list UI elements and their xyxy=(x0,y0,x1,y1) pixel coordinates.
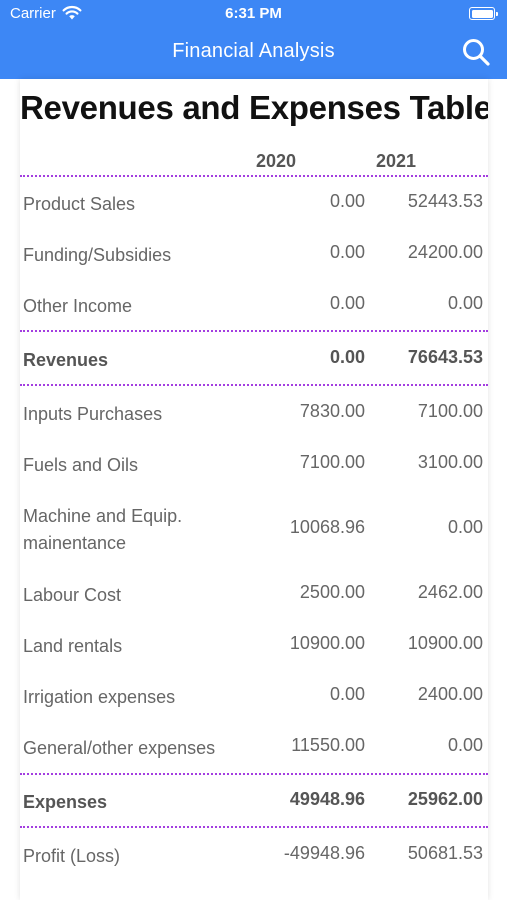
value-2020: -49948.96 xyxy=(283,843,365,863)
value-2021: 25962.00 xyxy=(407,789,483,809)
divider xyxy=(20,330,488,332)
row-label: Product Sales xyxy=(23,194,136,214)
value-2021: 52443.53 xyxy=(407,191,483,211)
column-header-2021: 2021 xyxy=(376,151,417,171)
value-2021: 50681.53 xyxy=(407,843,483,863)
value-2021: 3100.00 xyxy=(417,452,483,472)
row-label: General/other expenses xyxy=(23,738,216,758)
page-title: Financial Analysis xyxy=(172,40,335,62)
value-2021: 10900.00 xyxy=(407,633,483,653)
row-label: Labour Cost xyxy=(23,585,122,605)
value-2020: 49948.96 xyxy=(289,789,365,809)
row-label: Expenses xyxy=(23,792,108,812)
table-title: Revenues and Expenses Table xyxy=(20,89,488,126)
value-2020: 10900.00 xyxy=(289,633,365,653)
divider xyxy=(20,773,488,775)
wifi-icon xyxy=(62,5,82,20)
value-2021: 24200.00 xyxy=(407,242,483,262)
value-2020: 7100.00 xyxy=(299,452,365,472)
row-label: Revenues xyxy=(23,350,109,370)
row-label: Land rentals xyxy=(23,636,123,656)
value-2020: 7830.00 xyxy=(299,401,365,421)
value-2021: 2462.00 xyxy=(417,582,483,602)
row-label: Fuels and Oils xyxy=(23,455,139,475)
value-2020: 0.00 xyxy=(329,347,365,367)
value-2021: 0.00 xyxy=(447,517,483,537)
divider xyxy=(20,384,488,386)
value-2020: 0.00 xyxy=(329,242,365,262)
financial-table-sheet[interactable]: Revenues and Expenses Table 2020 2021 Pr… xyxy=(20,79,488,900)
value-2021: 0.00 xyxy=(447,293,483,313)
column-header-2020: 2020 xyxy=(256,151,297,171)
value-2020: 0.00 xyxy=(329,293,365,313)
value-2021: 76643.53 xyxy=(407,347,483,367)
value-2021: 2400.00 xyxy=(417,684,483,704)
search-icon[interactable] xyxy=(461,37,491,67)
value-2020: 0.00 xyxy=(329,684,365,704)
value-2020: 11550.00 xyxy=(291,735,365,755)
row-label: Other Income xyxy=(23,296,133,316)
value-2020: 0.00 xyxy=(329,191,365,211)
navigation-bar: Carrier 6:31 PM Financial Analysis xyxy=(0,0,507,79)
battery-icon xyxy=(469,7,498,20)
value-2021: 7100.00 xyxy=(417,401,483,421)
value-2020: 10068.96 xyxy=(289,517,365,537)
row-label: Irrigation expenses xyxy=(23,687,176,707)
row-label: Inputs Purchases xyxy=(23,404,163,424)
clock: 6:31 PM xyxy=(225,5,282,22)
divider xyxy=(20,175,488,177)
row-label: Profit (Loss) xyxy=(23,846,121,866)
row-label: Machine and Equip. mainentance xyxy=(23,506,183,553)
row-label: Funding/Subsidies xyxy=(23,245,172,265)
value-2020: 2500.00 xyxy=(299,582,365,602)
carrier-label: Carrier xyxy=(10,5,56,22)
value-2021: 0.00 xyxy=(447,735,483,755)
divider xyxy=(20,826,488,828)
status-bar: Carrier 6:31 PM xyxy=(0,0,507,28)
